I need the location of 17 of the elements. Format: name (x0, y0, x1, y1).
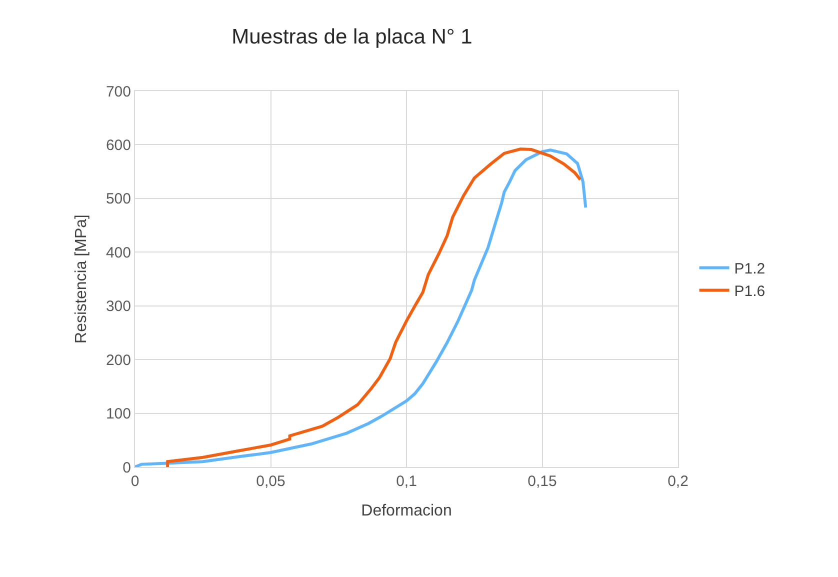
y-tick-label: 700 (106, 83, 131, 100)
y-tick-label: 300 (106, 298, 131, 316)
legend-label: P1.2 (734, 260, 766, 278)
x-tick-label: 0,15 (528, 473, 557, 490)
y-tick-label: 400 (106, 244, 131, 262)
y-tick-label: 0 (122, 459, 131, 476)
chart-title: Muestras de la placa N° 1 (232, 26, 472, 49)
x-tick-label: 0,1 (396, 473, 417, 490)
y-tick-label: 200 (106, 352, 131, 369)
x-tick-label: 0,05 (256, 473, 286, 490)
x-axis-title: Deformacion (361, 502, 452, 520)
y-tick-label: 100 (106, 406, 131, 423)
y-axis-title: Resistencia [MPa] (72, 214, 90, 344)
y-tick-label: 600 (106, 136, 131, 154)
x-tick-label: 0,2 (668, 473, 688, 490)
y-tick-label: 500 (106, 190, 131, 208)
legend-label: P1.6 (734, 283, 766, 300)
